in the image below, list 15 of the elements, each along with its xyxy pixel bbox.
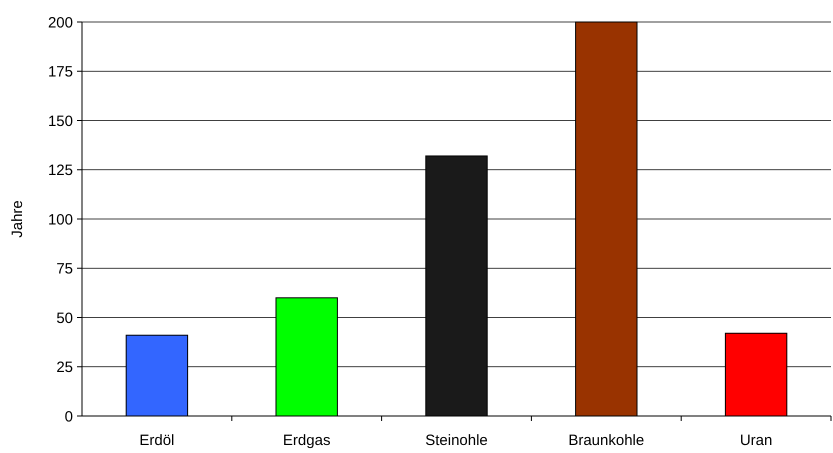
x-tick-label: Erdöl bbox=[139, 432, 174, 449]
y-tick-label: 125 bbox=[48, 162, 73, 179]
y-axis-title: Jahre bbox=[9, 200, 26, 238]
x-tick-label: Steinohle bbox=[425, 432, 488, 449]
y-tick-label: 175 bbox=[48, 64, 73, 80]
x-tick-label: Erdgas bbox=[282, 432, 330, 449]
y-tick-label: 75 bbox=[56, 260, 73, 278]
y-tick-label: 50 bbox=[56, 310, 73, 327]
x-tick-label: Uran bbox=[740, 432, 772, 449]
y-tick-label: 0 bbox=[64, 408, 73, 426]
y-tick-label: 150 bbox=[48, 112, 73, 130]
y-tick-label: 200 bbox=[48, 14, 73, 32]
y-tick-label: 25 bbox=[56, 359, 73, 376]
x-tick-label: Braunkohle bbox=[568, 432, 644, 449]
y-tick-label: 100 bbox=[48, 211, 73, 228]
